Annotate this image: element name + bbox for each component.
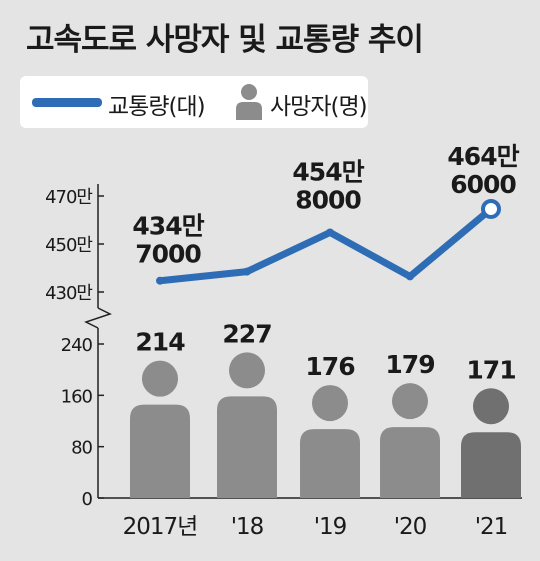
x-tick-label: '19 (314, 514, 347, 540)
traffic-point (481, 198, 501, 219)
legend-icons (32, 84, 262, 120)
person-head (312, 385, 348, 422)
traffic-value-label: 8000 (295, 185, 361, 214)
traffic-value-label: 434만 (132, 212, 204, 241)
x-tick-label: '21 (475, 514, 508, 540)
person-head (473, 388, 509, 425)
deaths-value-label: 176 (305, 352, 355, 381)
y-tick-label-deaths: 80 (71, 438, 92, 459)
deaths-value-label: 179 (385, 350, 434, 379)
traffic-point (156, 276, 164, 285)
traffic-point (243, 267, 251, 276)
person-head (229, 352, 265, 389)
traffic-value-label: 7000 (135, 240, 201, 269)
deaths-value-label: 171 (466, 355, 515, 384)
traffic-line (156, 205, 495, 285)
axis-break-mark (84, 307, 112, 329)
legend-deaths-label: 사망자(명) (270, 94, 368, 120)
chart-title: 고속도로 사망자 및 교통량 추이 (26, 22, 424, 58)
person-body-bar (217, 396, 277, 498)
x-tick-label: '18 (231, 514, 264, 540)
traffic-point (406, 272, 414, 281)
person-head (142, 360, 178, 397)
traffic-value-label: 464만 (447, 142, 519, 171)
x-tick-label: '20 (394, 514, 427, 540)
deaths-value-label: 214 (135, 328, 185, 357)
y-tick-label-traffic: 470만 (45, 187, 92, 208)
traffic-line-series (156, 198, 501, 285)
traffic-value-label: 454만 (292, 157, 364, 186)
x-tick-label: 2017년 (123, 514, 198, 540)
axes: 430만 450만 470만 0 80 160 240 2017년 '18 '19 '20 '21 (45, 184, 522, 540)
person-head (392, 383, 428, 420)
person-body-bar (300, 429, 360, 498)
y-tick-label-traffic: 430만 (45, 283, 92, 304)
deaths-value-label: 227 (222, 319, 271, 348)
y-tick-label-traffic: 450만 (45, 235, 92, 256)
y-tick-label-deaths: 160 (61, 386, 93, 407)
legend-line-swatch (32, 98, 102, 107)
person-body-bar (130, 404, 190, 498)
y-tick-label-deaths: 240 (61, 335, 93, 356)
traffic-point (326, 228, 334, 237)
deaths-person-series (130, 352, 521, 498)
legend-traffic-label: 교통량(대) (108, 94, 206, 120)
y-tick-label-deaths: 0 (82, 489, 93, 510)
traffic-value-label: 6000 (450, 170, 516, 199)
legend: 교통량(대) 사망자(명) (20, 76, 368, 128)
legend-person-icon (236, 84, 262, 120)
person-body-bar (380, 427, 440, 498)
person-body-bar (461, 432, 521, 498)
